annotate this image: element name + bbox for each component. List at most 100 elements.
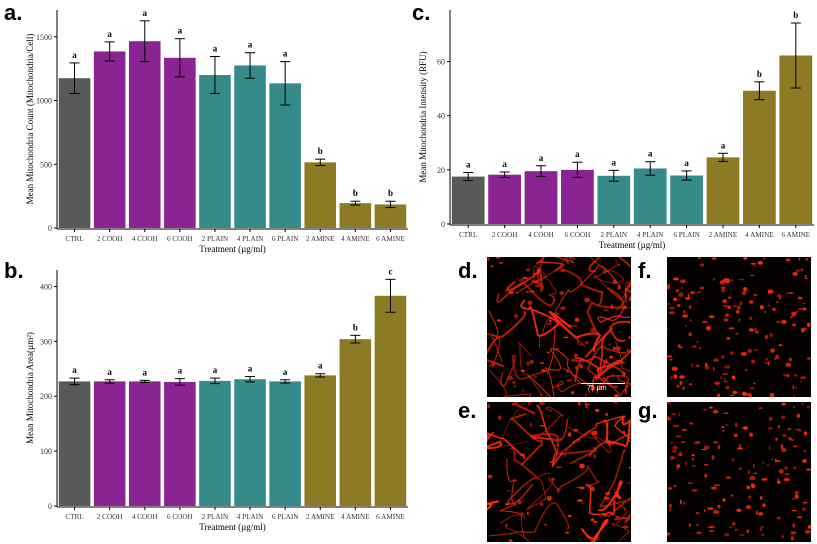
y-tick-label: 20 — [437, 166, 445, 175]
mitochondria-particle — [691, 363, 693, 368]
mitochondria-particle — [695, 512, 700, 515]
mitochondria-particle — [584, 297, 591, 303]
mitochondria-particle — [694, 440, 701, 445]
mitochondria-particle — [554, 348, 560, 350]
mitochondria-particle — [723, 305, 728, 307]
significance-letter: a — [248, 363, 253, 373]
mitochondria-particle — [748, 328, 754, 332]
y-tick-label: 1500 — [36, 33, 52, 42]
mitochondria-particle — [578, 402, 581, 406]
mitochondria-network — [499, 458, 524, 516]
mitochondria-particle — [789, 439, 794, 441]
mitochondria-particle — [764, 335, 769, 339]
y-tick-label: 500 — [40, 160, 52, 169]
mitochondria-particle — [673, 484, 677, 488]
mitochondria-particle — [748, 469, 750, 475]
mitochondria-particle — [756, 510, 758, 516]
mitochondria-particle — [692, 345, 697, 348]
mitochondria-particle — [669, 358, 673, 361]
mitochondria-particle — [723, 318, 729, 322]
mitochondria-particle — [749, 300, 754, 304]
mitochondria-particle — [668, 503, 672, 508]
bar — [199, 380, 231, 506]
mitochondria-network — [594, 349, 631, 379]
mitochondria-particle — [717, 393, 721, 397]
y-tick-label: 400 — [40, 282, 52, 291]
mitochondria-particle — [735, 332, 739, 335]
mitochondria-particle — [671, 413, 676, 416]
mitochondria-network — [627, 482, 631, 484]
mitochondria-particle — [750, 262, 757, 265]
mitochondria-particle — [749, 475, 756, 481]
mitochondria-particle — [712, 367, 715, 371]
mitochondria-particle — [551, 477, 555, 481]
mitochondria-particle — [520, 369, 526, 372]
mitochondria-particle — [753, 463, 755, 468]
x-axis-title: Treatment (µg/ml) — [199, 244, 266, 254]
mitochondria-particle — [526, 361, 530, 366]
mitochondria-particle — [608, 355, 614, 359]
mitochondria-particle — [767, 361, 770, 366]
micrograph-f-image — [667, 257, 811, 397]
mitochondria-particle — [667, 416, 670, 421]
mitochondria-particle — [714, 381, 720, 385]
mitochondria-particle — [701, 448, 707, 451]
significance-letter: a — [684, 158, 689, 168]
y-tick-label: 1000 — [36, 97, 52, 106]
mitochondria-particle — [769, 393, 775, 397]
mitochondria-particle — [551, 293, 557, 295]
mitochondria-particle — [623, 449, 626, 452]
mitochondria-particle — [791, 498, 796, 500]
mitochondria-particle — [795, 386, 797, 390]
mitochondria-particle — [781, 402, 786, 406]
mitochondria-particle — [780, 444, 784, 449]
mitochondria-particle — [703, 509, 706, 512]
bar — [234, 65, 266, 228]
significance-letter: a — [721, 140, 726, 150]
mitochondria-particle — [496, 319, 501, 322]
bar — [339, 203, 372, 228]
mitochondria-particle — [724, 365, 731, 369]
mitochondria-particle — [713, 441, 718, 444]
x-tick-label: 2 AMINE — [306, 235, 335, 243]
bar — [93, 381, 126, 506]
bar — [374, 295, 407, 506]
mitochondria-particle — [778, 344, 783, 347]
mitochondria-particle — [687, 482, 693, 484]
mitochondria-particle — [761, 478, 767, 481]
x-tick-label: 6 PLAIN — [272, 513, 299, 521]
mitochondria-particle — [707, 507, 714, 510]
bar — [451, 176, 485, 224]
bar — [199, 75, 231, 228]
mitochondria-particle — [722, 299, 728, 304]
x-tick-label: 2 PLAIN — [601, 231, 628, 239]
mitochondria-particle — [805, 468, 811, 471]
mitochondria-particle — [807, 405, 810, 409]
mitochondria-network — [615, 341, 631, 373]
mitochondria-particle — [688, 332, 692, 337]
mitochondria-particle — [724, 533, 729, 537]
mitochondria-particle — [702, 408, 708, 411]
mitochondria-particle — [560, 306, 566, 310]
mitochondria-particle — [675, 289, 679, 293]
mitochondria-particle — [685, 324, 687, 327]
mitochondria-particle — [498, 262, 503, 264]
mitochondria-particle — [593, 454, 596, 459]
micrograph-e-image — [487, 402, 631, 542]
mitochondria-particle — [677, 304, 681, 307]
mitochondria-particle — [762, 462, 765, 464]
mitochondria-particle — [721, 355, 725, 359]
mitochondria-particle — [560, 270, 565, 272]
mitochondria-particle — [775, 437, 778, 441]
mitochondria-particle — [683, 501, 685, 505]
mitochondria-particle — [487, 403, 490, 409]
bar — [597, 175, 631, 224]
mitochondria-network — [625, 285, 631, 303]
bar — [374, 204, 407, 228]
mitochondria-particle — [711, 455, 715, 460]
mitochondria-particle — [613, 402, 618, 404]
bar — [93, 51, 126, 229]
mitochondria-particle — [614, 394, 619, 397]
mitochondria-particle — [623, 430, 625, 435]
